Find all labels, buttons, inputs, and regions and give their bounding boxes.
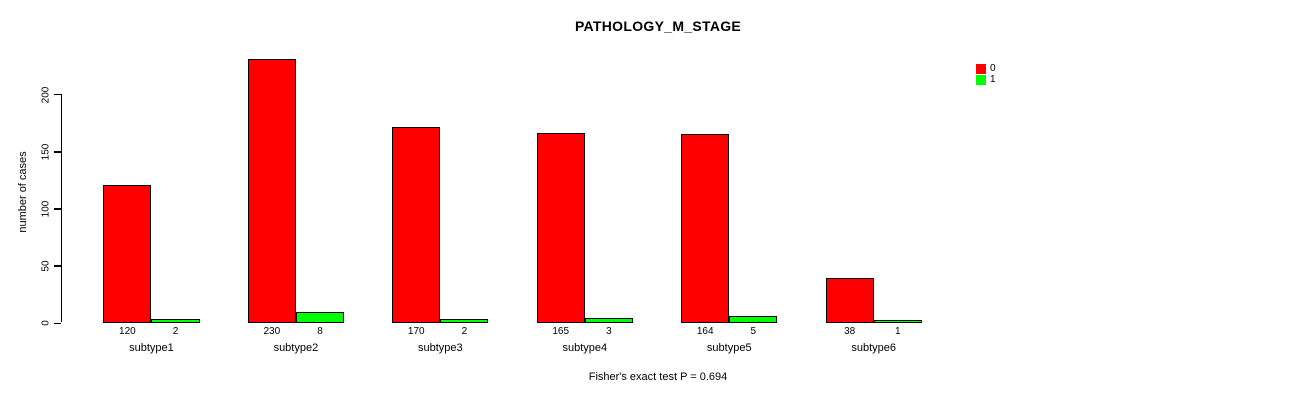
y-axis-tick — [54, 265, 61, 267]
bar-value-label: 164 — [696, 325, 714, 337]
x-axis-category-label: subtype4 — [562, 342, 608, 354]
legend-item: 1 — [976, 75, 996, 87]
bar-subtype6-series1 — [873, 320, 922, 324]
bar-value-label: 230 — [263, 325, 281, 337]
bar-value-label: 8 — [317, 325, 323, 337]
legend-swatch-icon — [976, 63, 986, 74]
bar-subtype3-series0 — [392, 127, 441, 324]
bar-value-label: 120 — [119, 325, 136, 337]
y-axis-tick-label: 100 — [40, 200, 52, 218]
y-axis-tick — [54, 94, 61, 96]
y-axis-label: number of cases — [17, 151, 29, 233]
bar-subtype5-series0 — [681, 134, 730, 324]
legend-item: 0 — [976, 63, 996, 75]
y-axis-line — [61, 94, 63, 323]
bar-value-label: 170 — [407, 325, 425, 337]
bar-value-label: 3 — [606, 325, 612, 337]
bar-subtype2-series1 — [295, 312, 345, 324]
x-axis-category-label: subtype5 — [706, 342, 752, 354]
x-axis-category-label: subtype2 — [273, 342, 319, 354]
bar-subtype4-series1 — [584, 318, 633, 324]
statistical-test-annotation: Fisher's exact test P = 0.694 — [588, 371, 728, 383]
bar-subtype1-series1 — [151, 319, 200, 324]
bar-value-label: 1 — [894, 325, 901, 337]
x-axis-category-label: subtype6 — [851, 342, 897, 354]
bar-value-label: 165 — [552, 325, 570, 337]
y-axis-tick — [54, 208, 61, 210]
chart-title: PATHOLOGY_M_STAGE — [574, 18, 742, 34]
legend-swatch-icon — [976, 75, 986, 86]
bar-subtype4-series0 — [536, 133, 585, 324]
legend-label: 1 — [990, 74, 996, 86]
bar-subtype3-series1 — [440, 319, 489, 324]
bar-subtype2-series0 — [247, 58, 296, 324]
bar-value-label: 5 — [750, 325, 757, 337]
y-axis-tick-label: 50 — [40, 260, 52, 272]
x-axis-category-label: subtype1 — [129, 342, 174, 354]
bar-subtype5-series1 — [729, 315, 778, 324]
y-axis-tick — [54, 322, 61, 324]
y-axis-tick-label: 150 — [40, 143, 52, 161]
x-axis-category-label: subtype3 — [418, 342, 463, 354]
bar-value-label: 2 — [172, 325, 179, 337]
bar-value-label: 2 — [461, 325, 468, 337]
bar-value-label: 38 — [844, 325, 856, 337]
y-axis-tick-label: 0 — [40, 320, 52, 326]
bar-subtype6-series0 — [825, 278, 874, 324]
bar-subtype1-series0 — [103, 184, 152, 324]
y-axis-tick-label: 200 — [40, 86, 52, 104]
legend-label: 0 — [990, 62, 996, 74]
y-axis-tick — [54, 151, 61, 153]
